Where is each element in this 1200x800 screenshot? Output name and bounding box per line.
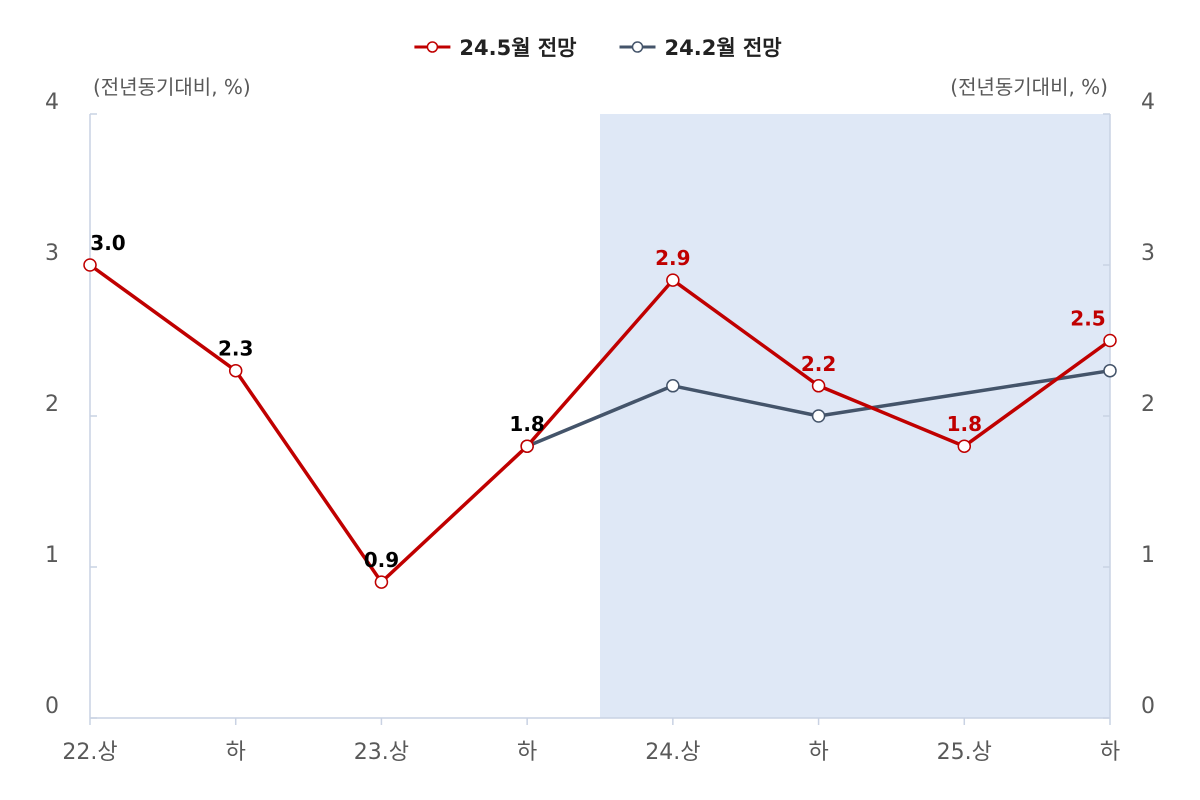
data-label: 2.9 — [655, 246, 690, 270]
series-1-data-point — [957, 439, 972, 453]
series-2-data-point — [811, 409, 826, 423]
series-layer — [83, 258, 1117, 589]
x-tick-label: 하 — [226, 740, 246, 765]
y-tick-label-left: 3 — [45, 241, 59, 266]
series-1-data-point — [1103, 333, 1117, 348]
x-tick-label: 25.상 — [937, 740, 992, 765]
x-tick-label: 22.상 — [62, 740, 117, 765]
axes: 0 1 2 3 4 0 1 2 3 4 22.상 하 23.상 하 24.상 하 25.상 하 (전년동기대비, %… — [45, 75, 1155, 765]
forecast-shade-layer — [600, 114, 1110, 718]
legend-marker — [426, 41, 439, 53]
series-2-data-point — [666, 379, 680, 393]
series-1-data-point — [83, 258, 97, 272]
data-label: 2.2 — [801, 352, 836, 376]
data-label: 1.8 — [509, 412, 544, 436]
x-tick-label: 23.상 — [354, 740, 409, 765]
data-label: 3.0 — [90, 231, 125, 255]
legend: 24.5월 전망 24.2월 전망 — [414, 36, 782, 60]
series-1-data-point — [520, 439, 534, 453]
x-tick-label: 하 — [1100, 740, 1120, 765]
y-tick-label-right: 1 — [1141, 543, 1155, 568]
series-1-data-point — [228, 363, 243, 378]
forecast-shade — [600, 114, 1110, 718]
legend-label: 24.2월 전망 — [665, 36, 782, 60]
legend-item: 24.2월 전망 — [619, 36, 782, 60]
series-1-data-point — [374, 575, 389, 589]
data-labels: 3.0 2.3 0.9 1.8 2.9 2.2 1.8 2.5 — [90, 231, 1105, 572]
series-1-data-point — [811, 379, 826, 393]
series-1-line — [88, 263, 1112, 584]
y-tick-label-left: 1 — [45, 543, 59, 568]
data-label: 1.8 — [947, 412, 982, 436]
y-tick-label-left: 0 — [45, 694, 59, 719]
y-tick-label-right: 3 — [1141, 241, 1155, 266]
y-tick-label-left: 4 — [45, 90, 59, 115]
data-label: 2.5 — [1070, 307, 1105, 331]
x-tick-label: 24.상 — [645, 740, 700, 765]
y-tick-label-right: 2 — [1141, 392, 1155, 417]
x-tick-label: 하 — [517, 740, 537, 765]
data-label: 2.3 — [218, 337, 253, 361]
data-label: 0.9 — [364, 548, 399, 572]
legend-marker — [631, 41, 644, 53]
series-1-data-point — [666, 273, 680, 287]
y-axis-right-unit-label: (전년동기대비, %) — [950, 75, 1108, 99]
y-axis-left-unit-label: (전년동기대비, %) — [93, 75, 251, 99]
y-tick-label-left: 2 — [45, 392, 59, 417]
y-tick-label-right: 4 — [1141, 90, 1155, 115]
x-tick-label: 하 — [808, 740, 828, 765]
legend-item: 24.5월 전망 — [414, 36, 577, 60]
y-tick-label-right: 0 — [1141, 694, 1155, 719]
legend-label: 24.5월 전망 — [459, 36, 576, 60]
series-2-line — [525, 368, 1112, 448]
series-2-data-point — [1103, 363, 1117, 378]
